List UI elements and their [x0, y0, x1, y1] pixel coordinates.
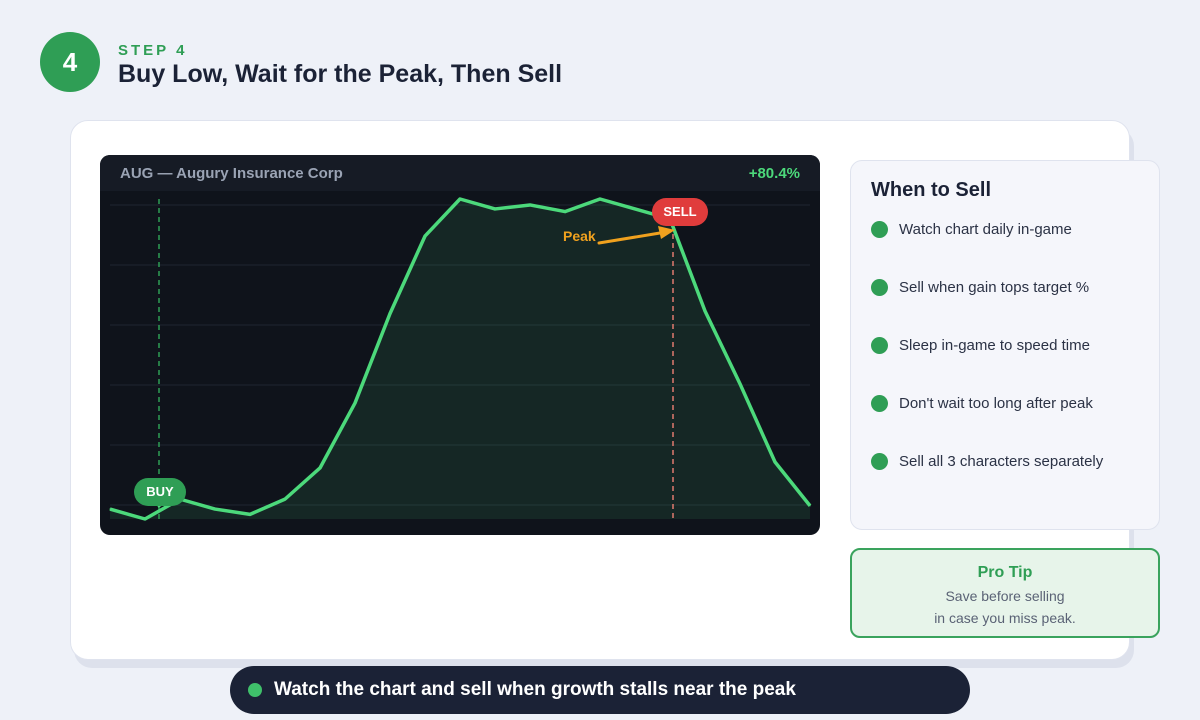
price-point — [634, 208, 636, 210]
step-number-badge: 4 — [40, 32, 100, 92]
price-point — [529, 204, 531, 206]
price-point — [214, 508, 216, 510]
price-point — [739, 383, 741, 385]
peak-arrowhead-icon — [658, 226, 675, 239]
pro-tip-line: in case you miss peak. — [934, 610, 1076, 626]
price-point — [249, 513, 251, 515]
price-points — [109, 198, 811, 520]
price-point — [354, 402, 356, 404]
bullet-dot-icon — [871, 394, 888, 412]
price-point — [494, 208, 496, 210]
price-point — [319, 467, 321, 469]
sell-pill — [652, 198, 708, 226]
price-chart: Peak BUY SELL — [109, 197, 812, 521]
tip-text: Sell all 3 characters separately — [899, 452, 1104, 470]
price-point — [774, 461, 776, 463]
bullet-dot-icon — [871, 336, 888, 354]
page-title: Buy Low, Wait for the Peak, Then Sell — [118, 60, 563, 88]
peak-label: Peak — [563, 228, 596, 244]
price-point — [599, 198, 601, 200]
buy-pill — [134, 478, 186, 506]
pro-tip-line: Save before selling — [945, 588, 1065, 604]
tip-text: Watch chart daily in-game — [899, 220, 1072, 238]
chart-header: AUG — Augury Insurance Corp +80.4% — [100, 155, 820, 191]
tip-item: Sell when gain tops target % — [871, 275, 1089, 299]
status-dot-icon — [248, 683, 262, 697]
when-to-sell-panel: When to Sell Watch chart daily in-game S… — [850, 160, 1160, 530]
price-point — [424, 235, 426, 237]
tip-text: Don't wait too long after peak — [899, 394, 1093, 412]
sell-label: SELL — [663, 204, 696, 219]
when-to-sell-title: When to Sell — [871, 179, 991, 201]
gain-percentage: +80.4% — [748, 165, 800, 182]
stock-ticker-label: AUG — Augury Insurance Corp — [120, 165, 343, 182]
tip-text: Sell when gain tops target % — [899, 278, 1090, 296]
price-point — [389, 313, 391, 315]
step-label: STEP 4 — [118, 42, 188, 59]
tip-text: Sleep in-game to speed time — [899, 336, 1090, 354]
price-point — [284, 498, 286, 500]
bullet-dot-icon — [871, 452, 888, 470]
price-point — [809, 505, 811, 507]
tip-item: Watch chart daily in-game — [871, 217, 1072, 241]
bullet-dot-icon — [871, 278, 888, 296]
price-point — [704, 310, 706, 312]
tip-item: Sell all 3 characters separately — [871, 449, 1103, 473]
tip-item: Sleep in-game to speed time — [871, 333, 1090, 357]
price-point — [564, 210, 566, 213]
buy-label: BUY — [146, 484, 174, 499]
bullet-dot-icon — [871, 220, 888, 238]
stock-chart-panel: AUG — Augury Insurance Corp +80.4% Peak … — [100, 155, 820, 535]
price-point — [109, 508, 111, 510]
footer-text: Watch the chart and sell when growth sta… — [274, 679, 796, 700]
pro-tip-title: Pro Tip — [977, 564, 1033, 581]
price-point — [459, 198, 461, 200]
price-area-fill — [110, 199, 810, 519]
footer-banner: Watch the chart and sell when growth sta… — [230, 666, 970, 714]
price-point — [144, 518, 146, 520]
tip-item: Don't wait too long after peak — [871, 391, 1093, 415]
peak-arrow — [597, 231, 662, 245]
pro-tip-box: Pro Tip Save before selling in case you … — [850, 548, 1160, 638]
